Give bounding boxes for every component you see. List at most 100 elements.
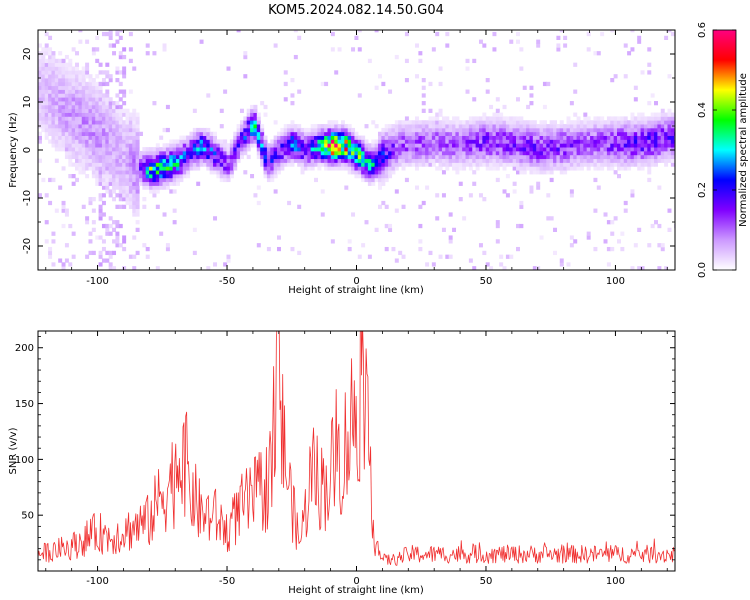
spectrogram-cell xyxy=(593,143,598,148)
spectrogram-cell xyxy=(115,78,120,83)
spectrogram-cell xyxy=(108,74,113,79)
spectrogram-cell xyxy=(519,127,524,133)
spectrogram-cell xyxy=(85,220,90,225)
spectrogram-cell xyxy=(145,174,150,179)
spectrogram-cell xyxy=(411,127,416,133)
spectrogram-cell xyxy=(357,166,362,171)
spectrogram-cell xyxy=(495,127,500,133)
spectrogram-cell xyxy=(172,162,177,167)
spectrogram-cell xyxy=(334,124,339,129)
spectrogram-cell xyxy=(101,181,106,186)
spectrogram-cell xyxy=(522,150,527,156)
spectrogram-cell xyxy=(428,81,433,87)
spectrogram-cell xyxy=(377,174,382,179)
spectrogram-cell xyxy=(105,120,110,125)
spectrogram-cell xyxy=(135,189,140,194)
spectrogram-cell xyxy=(603,158,608,163)
spectrogram-cell xyxy=(108,120,113,125)
spectrogram-cell xyxy=(256,135,261,140)
spectrogram-cell xyxy=(44,43,49,48)
spectrogram-cell xyxy=(48,78,53,83)
spectrogram-cell xyxy=(95,170,100,175)
spectrogram-cell xyxy=(95,162,100,167)
spectrogram-cell xyxy=(219,174,224,179)
spectrogram-cell xyxy=(61,124,66,129)
spectrogram-cell xyxy=(633,97,638,102)
spectrogram-cell xyxy=(91,93,96,98)
spectrogram-cell xyxy=(327,131,332,136)
spectrogram-cell xyxy=(108,262,113,267)
spectrogram-cell xyxy=(78,158,83,163)
spectrogram-cell xyxy=(593,246,598,252)
spectrogram-cell xyxy=(64,97,69,102)
spectrogram-cell xyxy=(468,193,473,198)
spectrogram-cell xyxy=(398,131,403,136)
spectrogram-cell xyxy=(199,39,204,44)
spectrogram-cell xyxy=(516,131,520,136)
spectrogram-cell xyxy=(85,150,90,156)
spectrogram-cell xyxy=(425,162,430,167)
spectrogram-cell xyxy=(559,158,564,163)
spectrogram-cell xyxy=(128,127,133,133)
spectrogram-cell xyxy=(374,154,379,160)
spectrogram-cell xyxy=(101,78,106,83)
spectrogram-cell xyxy=(536,127,541,133)
spectrogram-cell xyxy=(226,154,231,160)
spectrogram-cell xyxy=(297,150,302,156)
spectrogram-cell xyxy=(637,154,642,160)
spectrogram-cell xyxy=(297,35,302,40)
spectrogram-cell xyxy=(647,150,652,156)
spectrogram-cell xyxy=(327,124,332,129)
spectrogram-cell xyxy=(512,181,517,186)
colorbar: 0.00.20.40.6 Normalized spectral amplitu… xyxy=(697,22,749,278)
spectrogram-cell xyxy=(670,131,675,136)
spectrogram-cell xyxy=(377,166,382,171)
spectrogram-cell xyxy=(132,193,137,198)
spectrogram-cell xyxy=(357,170,362,175)
spectrogram-cell xyxy=(303,127,308,133)
spectrogram-cell xyxy=(162,158,167,163)
spectrogram-cell xyxy=(492,147,497,152)
spectrogram-cell xyxy=(169,166,174,171)
spectrogram-cell xyxy=(660,120,665,125)
spectrogram-cell xyxy=(71,70,76,75)
spectrogram-cell xyxy=(398,139,403,144)
spectrogram-cell xyxy=(404,124,409,129)
spectrogram-cell xyxy=(495,147,500,152)
spectrogram-cell xyxy=(260,143,265,148)
spectrogram-cell xyxy=(478,124,483,129)
spectrogram-cell xyxy=(68,97,73,102)
spectrogram-cell xyxy=(381,139,386,144)
spectrogram-cell xyxy=(519,150,524,156)
spectrogram-cell xyxy=(122,239,127,244)
spectrogram-cell xyxy=(223,162,228,167)
spectrogram-cell xyxy=(135,166,140,171)
spectrogram-cell xyxy=(330,143,335,148)
spectrogram-cell xyxy=(95,47,100,52)
spectrogram-cell xyxy=(202,147,207,152)
spectrogram-cell xyxy=(340,127,345,133)
spectrogram-cell xyxy=(320,158,325,163)
spectrogram-cell xyxy=(145,185,150,190)
spectrogram-cell xyxy=(51,93,56,98)
spectrogram-cell xyxy=(421,139,426,144)
spectrogram-cell xyxy=(287,158,292,163)
spectrogram-cell xyxy=(135,208,140,213)
spectrogram-cell xyxy=(630,150,635,156)
spectrogram-cell xyxy=(75,135,79,140)
spectrogram-cell xyxy=(266,162,271,167)
spectrogram-cell xyxy=(91,250,96,256)
spectrogram-cell xyxy=(320,143,325,148)
spectrogram-cell xyxy=(606,166,611,171)
spectrogram-cell xyxy=(38,85,42,90)
spectrogram-cell xyxy=(266,170,271,175)
spectrogram-cell xyxy=(199,135,204,140)
spectrogram-cell xyxy=(91,97,96,102)
spectrogram-cell xyxy=(593,120,598,125)
spectrogram-cell xyxy=(613,120,618,125)
spectrogram-cell xyxy=(377,158,382,163)
spectrogram-cell xyxy=(478,116,483,121)
spectrogram-cell xyxy=(364,174,369,179)
spectrogram-cell xyxy=(85,62,90,67)
spectrogram-cell xyxy=(68,150,73,156)
